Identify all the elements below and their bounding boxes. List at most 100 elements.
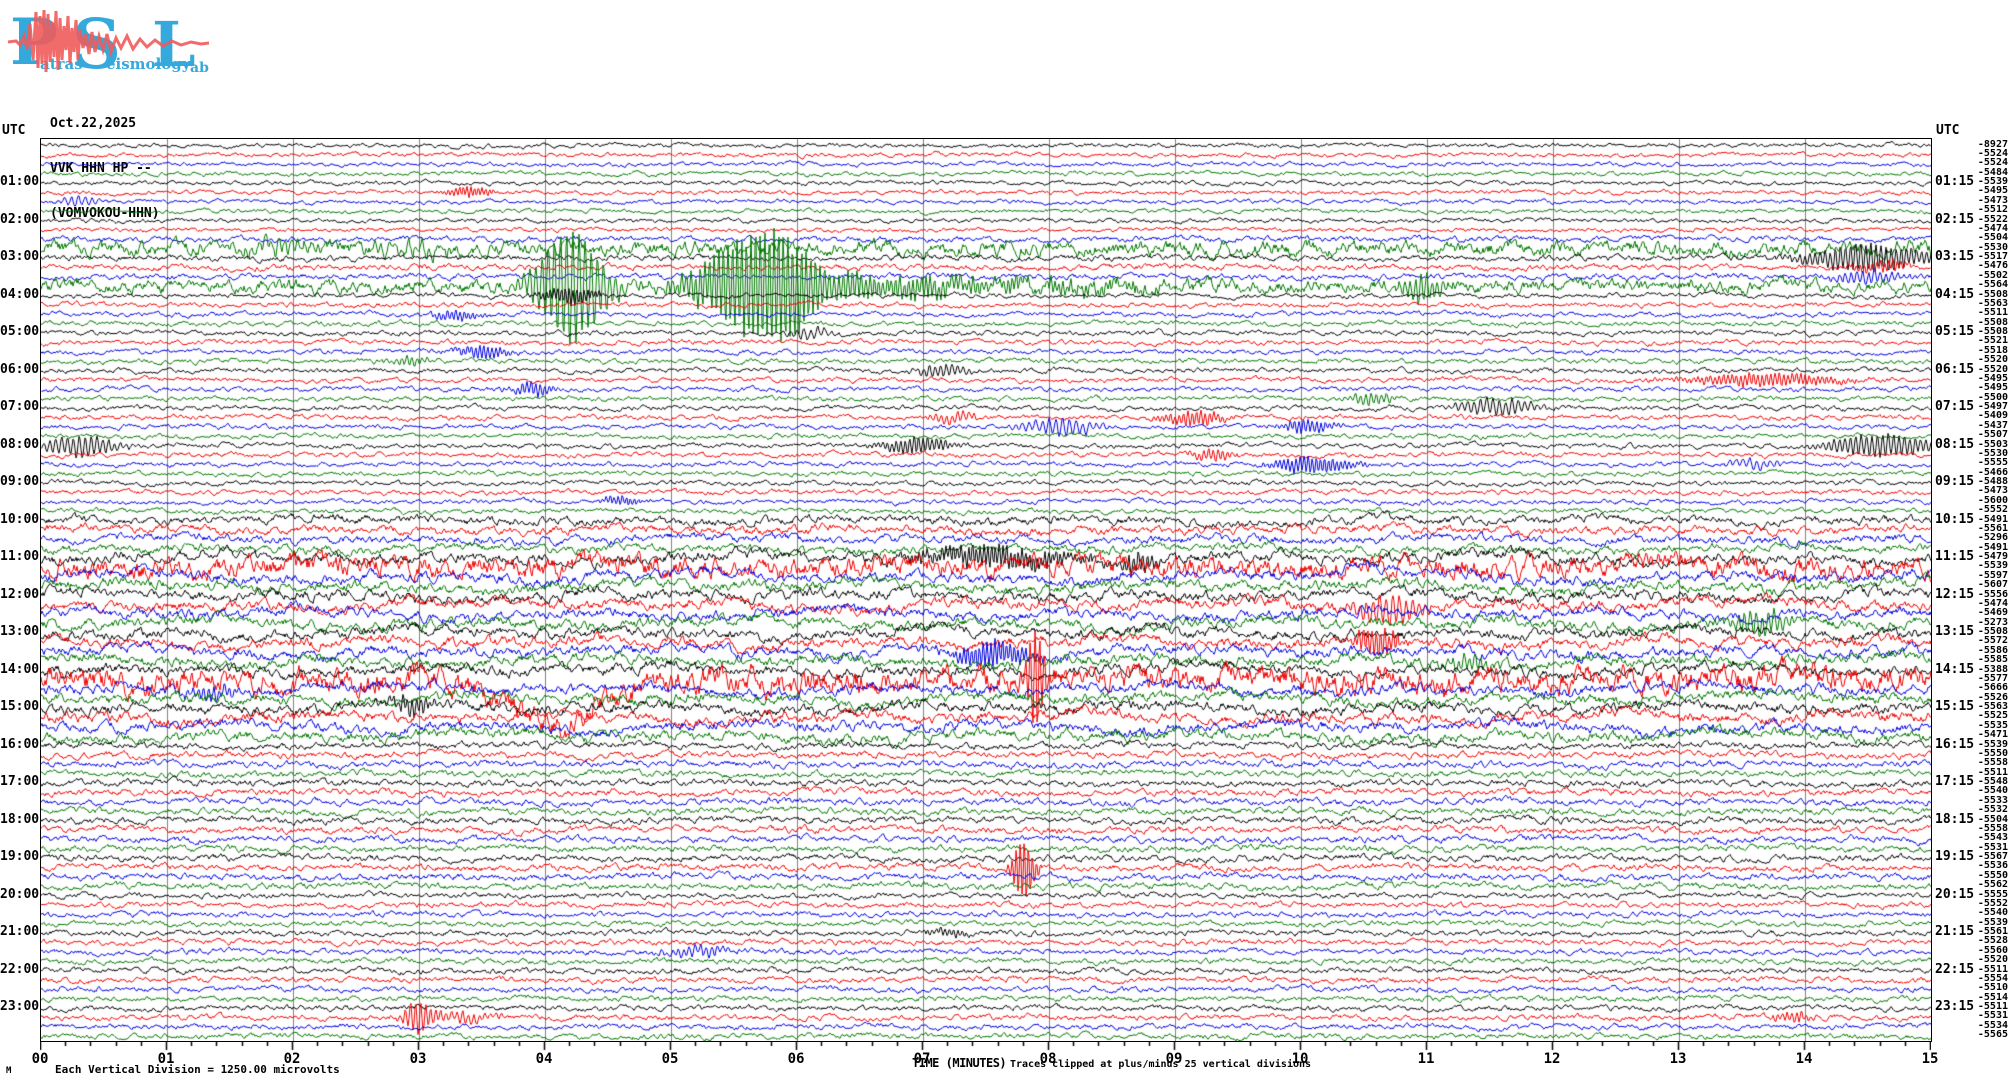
right-margin-value: -5548 [1977, 776, 2008, 787]
right-margin-value: -5511 [1977, 766, 2008, 778]
right-margin-value: -5388 [1977, 663, 2008, 675]
right-margin-value: -5552 [1977, 504, 2008, 516]
x-axis-label: 05 [661, 1051, 679, 1067]
right-margin-value: -5561 [1977, 522, 2008, 534]
left-time-label: 12:00 [0, 586, 40, 602]
right-margin-value: -5497 [1977, 401, 2008, 412]
left-time-label: 15:00 [0, 699, 40, 714]
right-time-label: 23:15 [1935, 999, 1975, 1014]
seismic-traces-canvas [41, 139, 1931, 1041]
logo-word-eismology: eismology [106, 55, 192, 73]
left-time-label: 11:00 [0, 549, 40, 564]
logo-word-ab: ab [190, 60, 209, 76]
right-margin-value: -5555 [1977, 457, 2008, 469]
right-margin-value: -5296 [1977, 532, 2008, 544]
left-time-label: 16:00 [0, 736, 40, 752]
logo-seismic-waveform-icon [7, 9, 210, 73]
left-time-label: 13:00 [0, 624, 40, 639]
right-margin-value: -5504 [1977, 813, 2008, 825]
utc-label-left: UTC [2, 123, 26, 138]
right-margin-value: -5508 [1977, 288, 2008, 300]
x-axis-label: 06 [787, 1051, 805, 1067]
right-time-label: 14:15 [1935, 661, 1975, 677]
right-time-label: 17:15 [1935, 774, 1975, 789]
right-margin-value: -5607 [1977, 579, 2008, 591]
right-time-label: 04:15 [1935, 286, 1975, 302]
left-time-label: 04:00 [0, 286, 40, 302]
x-axis-ticks [40, 1041, 1931, 1053]
right-margin-value: -5534 [1977, 1019, 2008, 1031]
right-margin-value: -5522 [1977, 213, 2008, 225]
right-margin-value: -5508 [1977, 626, 2008, 637]
right-margin-value: -5543 [1977, 832, 2008, 844]
left-time-label: 23:00 [0, 999, 40, 1014]
x-axis-label: 15 [1921, 1051, 1939, 1067]
right-margin-value: -5539 [1977, 738, 2008, 750]
right-margin-value: -5585 [1977, 654, 2008, 666]
left-time-label: 22:00 [0, 961, 40, 977]
right-time-label: 05:15 [1935, 324, 1975, 339]
right-margin-value: -5535 [1977, 719, 2008, 731]
right-margin-value: -5564 [1977, 279, 2008, 291]
right-margin-value: -5558 [1977, 757, 2008, 769]
left-time-label: 20:00 [0, 886, 40, 902]
left-time-label: 03:00 [0, 249, 40, 264]
right-margin-value: -5502 [1977, 269, 2008, 281]
right-time-label: 22:15 [1935, 961, 1975, 977]
right-margin-value: -5512 [1977, 204, 2008, 216]
right-margin-value: -5503 [1977, 438, 2008, 450]
right-margin-value: -5495 [1977, 185, 2008, 197]
right-margin-value: -5550 [1977, 747, 2008, 759]
right-margin-value: -5504 [1977, 232, 2008, 244]
left-time-label: 10:00 [0, 511, 40, 527]
right-margin-value: -5508 [1977, 326, 2008, 337]
right-margin-value: -5565 [1977, 1029, 2008, 1041]
right-margin-value: -5526 [1977, 691, 2008, 703]
left-time-label: 14:00 [0, 661, 40, 677]
right-margin-value: -5525 [1977, 710, 2008, 722]
right-margin-value: -5511 [1977, 307, 2008, 319]
right-margin-value: -5508 [1977, 316, 2008, 328]
right-margin-value: -5469 [1977, 607, 2008, 619]
vertical-division-note: Each Vertical Division = 1250.00 microvo… [55, 1063, 340, 1076]
right-margin-value: -5517 [1977, 251, 2008, 262]
right-margin-value: -5495 [1977, 372, 2008, 384]
right-margin-value: -5563 [1977, 701, 2008, 712]
right-margin-value: -5474 [1977, 222, 2008, 234]
right-margin-value: -5554 [1977, 972, 2008, 984]
right-time-label: 16:15 [1935, 736, 1975, 752]
right-margin-value: -5510 [1977, 982, 2008, 994]
right-margin-value: -5536 [1977, 860, 2008, 872]
right-margin-value: -5466 [1977, 466, 2008, 478]
right-margin-value: -5540 [1977, 785, 2008, 797]
right-margin-value: -5531 [1977, 841, 2008, 853]
left-time-label: 02:00 [0, 211, 40, 227]
right-time-label: 07:15 [1935, 399, 1975, 414]
right-margin-value: -5507 [1977, 429, 2008, 441]
right-margin-value: -5562 [1977, 879, 2008, 891]
right-margin-value: -5533 [1977, 794, 2008, 806]
right-margin-value: -5563 [1977, 297, 2008, 309]
right-margin-value: -5560 [1977, 944, 2008, 956]
right-margin-value: -5561 [1977, 926, 2008, 937]
right-margin-value: -5409 [1977, 410, 2008, 422]
right-time-label: 03:15 [1935, 249, 1975, 264]
x-axis-label: 00 [31, 1051, 49, 1067]
right-margin-value: -5491 [1977, 513, 2008, 525]
right-margin-value: -5586 [1977, 644, 2008, 656]
right-time-label: 18:15 [1935, 811, 1975, 827]
right-margin-value: -5473 [1977, 485, 2008, 497]
right-margin-value: -5521 [1977, 335, 2008, 347]
x-axis-label: 01 [157, 1051, 175, 1067]
left-time-label: 01:00 [0, 174, 40, 189]
left-time-label: 07:00 [0, 399, 40, 414]
right-margin-value: -5539 [1977, 560, 2008, 572]
left-time-label: 17:00 [0, 774, 40, 789]
right-time-label: 02:15 [1935, 211, 1975, 227]
right-time-label: 13:15 [1935, 624, 1975, 639]
right-margin-value: -5518 [1977, 344, 2008, 356]
right-margin-value: -5520 [1977, 354, 2008, 366]
right-margin-value: -5532 [1977, 804, 2008, 816]
right-time-label: 11:15 [1935, 549, 1975, 564]
